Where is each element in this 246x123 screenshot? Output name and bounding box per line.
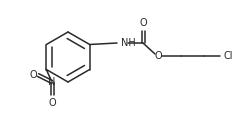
Text: O: O bbox=[29, 70, 37, 80]
Text: O: O bbox=[154, 51, 162, 61]
Text: Cl: Cl bbox=[223, 51, 232, 61]
Text: NH: NH bbox=[121, 38, 136, 48]
Text: O: O bbox=[139, 18, 147, 28]
Text: O: O bbox=[48, 98, 56, 108]
Text: N: N bbox=[48, 77, 56, 87]
